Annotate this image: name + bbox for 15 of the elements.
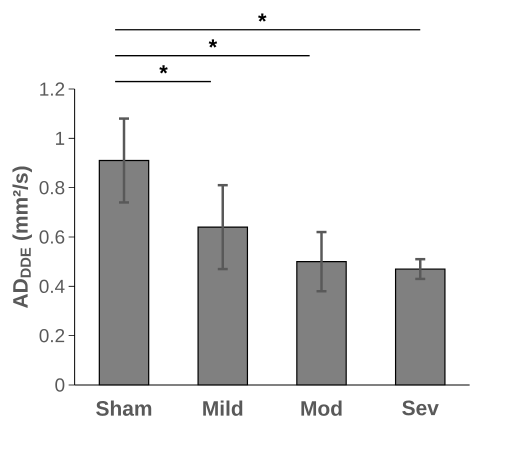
- y-tick-label: 0.4: [40, 280, 65, 294]
- x-tick-label: Mod: [301, 400, 342, 416]
- x-tick-label: Sham: [96, 400, 152, 416]
- y-tick-label: 1: [56, 132, 64, 145]
- text: *: [258, 14, 267, 22]
- text: *: [159, 65, 168, 74]
- x-tick-label: Mild: [203, 400, 242, 416]
- text: *: [208, 39, 218, 48]
- y-tick-label: 0.8: [40, 180, 64, 194]
- y-tick-label: 0.2: [40, 328, 64, 342]
- y-tick-label: 0: [55, 378, 64, 392]
- y-tick-label: 0.6: [40, 230, 64, 244]
- x-tick-label: Sev: [402, 400, 439, 416]
- y-tick-label: 1.2: [40, 82, 64, 96]
- text: AD$_{DDE}$ (mm²/s): [12, 166, 32, 308]
